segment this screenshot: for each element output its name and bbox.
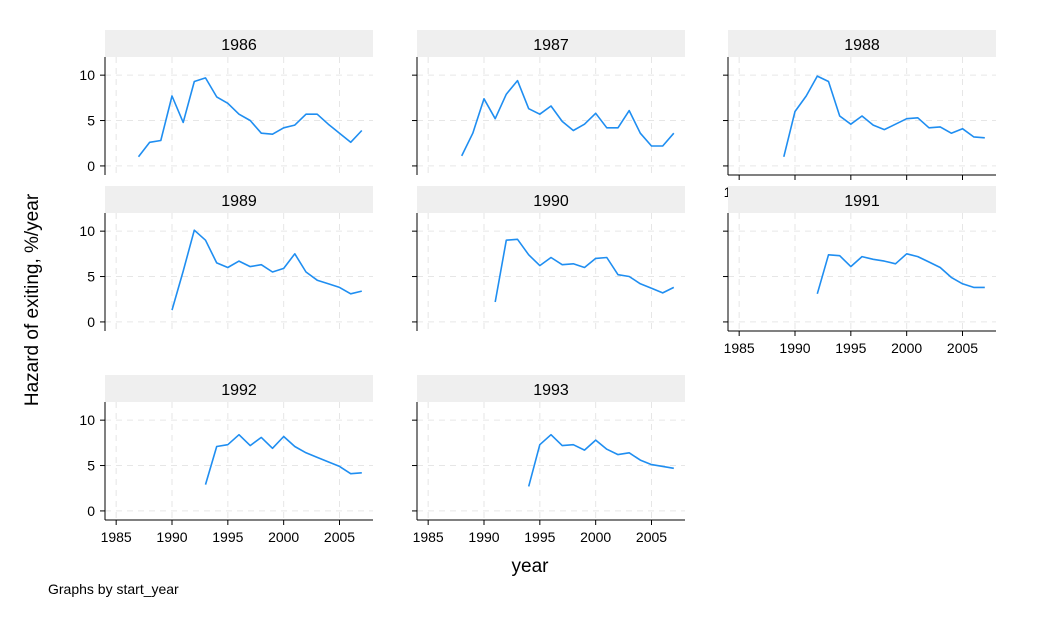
panels-group: 1986051019871988198519901995200020051989… [79, 30, 996, 545]
panel-title: 1987 [533, 37, 569, 54]
y-tick-label: 5 [87, 113, 95, 129]
panel-strip [417, 375, 685, 402]
x-axis-label: year [512, 556, 550, 577]
series-line-1988 [783, 75, 985, 157]
series-line-1992 [204, 433, 362, 485]
x-tick-label: 2005 [947, 340, 978, 356]
series-line-1987 [460, 79, 675, 157]
panel-1991: 1991 1985 1990 1995 2000 2005 [723, 186, 996, 356]
panel-strip [728, 186, 996, 213]
graphs-note: Graphs by start_year [48, 581, 179, 597]
x-tick-label: 1990 [156, 529, 187, 545]
panel-strip [105, 30, 373, 57]
series-line-1989 [171, 229, 362, 311]
x-tick-label: 1990 [468, 529, 499, 545]
panel-1990: 1990 [412, 186, 685, 331]
y-axis-label: Hazard of exiting, %/year [22, 193, 43, 406]
y-tick-label: 5 [87, 269, 95, 285]
x-tick-label: 1995 [212, 529, 243, 545]
y-tick-label: 0 [87, 314, 95, 330]
panel-1986: 1986 0 5 10 [79, 30, 373, 175]
series-line-1990 [494, 238, 675, 303]
x-tick-label: 2000 [580, 529, 611, 545]
x-tick-label: 2005 [636, 529, 667, 545]
y-tick-label: 0 [87, 158, 95, 174]
series-line-1993 [527, 433, 674, 487]
x-tick-label: 2000 [891, 340, 922, 356]
panel-strip [417, 30, 685, 57]
panel-1992: 1992 0 5 10 1985 1990 1995 2000 2005 [79, 375, 373, 545]
panel-strip [728, 30, 996, 57]
y-tick-label: 5 [87, 458, 95, 474]
y-tick-label: 10 [79, 223, 95, 239]
panel-strip [417, 186, 685, 213]
panel-1987: 1987 [412, 30, 685, 175]
y-tick-label: 0 [87, 503, 95, 519]
y-tick-label: 10 [79, 67, 95, 83]
panel-1993: 1993 1985 1990 1995 2000 2005 [412, 375, 685, 545]
x-tick-label: 1990 [779, 340, 810, 356]
x-tick-label: 1985 [724, 340, 755, 356]
panel-title: 1993 [533, 382, 569, 399]
panel-1988: 198819851990199520002005 [723, 30, 996, 200]
y-tick-label: 10 [79, 412, 95, 428]
panel-title: 1990 [533, 193, 569, 210]
x-tick-label: 2005 [324, 529, 355, 545]
series-line-1991 [816, 253, 985, 295]
x-tick-label: 1985 [101, 529, 132, 545]
panel-title: 1988 [844, 37, 880, 54]
x-tick-label: 1995 [524, 529, 555, 545]
panel-strip [105, 186, 373, 213]
x-tick-label: 2000 [268, 529, 299, 545]
panel-title: 1989 [221, 193, 257, 210]
x-tick-label: 1985 [413, 529, 444, 545]
panel-strip [105, 375, 373, 402]
panel-1989: 1989 0 5 10 [79, 186, 373, 331]
panel-title: 1986 [221, 37, 257, 54]
series-line-1986 [137, 77, 363, 158]
panel-title: 1992 [221, 382, 257, 399]
x-tick-label: 1995 [835, 340, 866, 356]
panel-title: 1991 [844, 193, 880, 210]
